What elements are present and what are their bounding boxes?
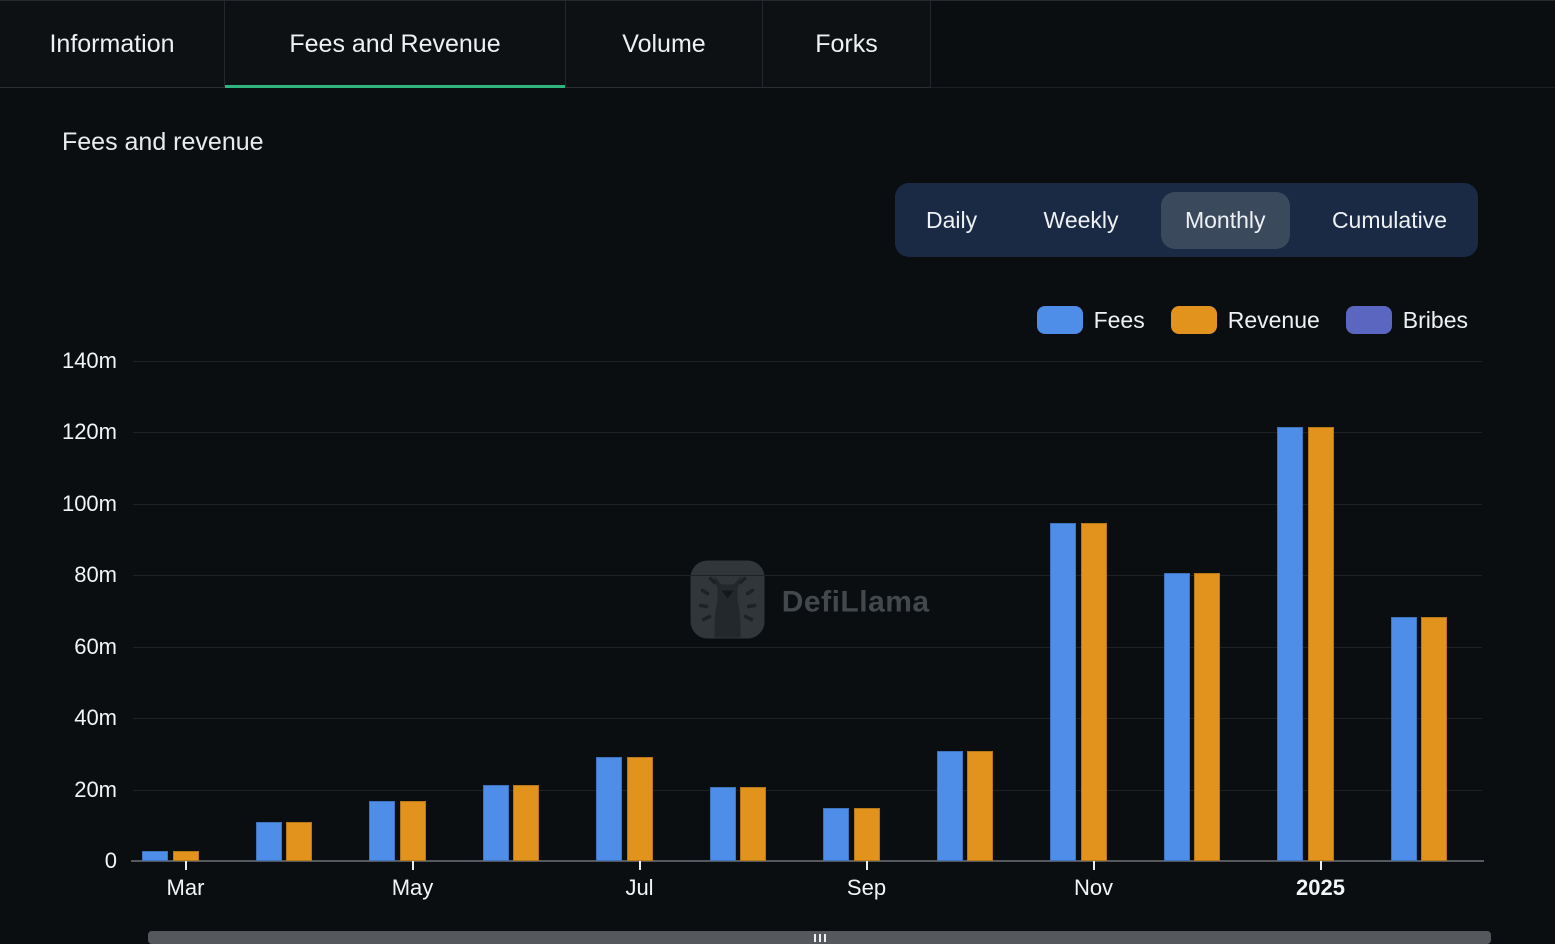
y-axis-label-100m: 100m (61, 490, 117, 516)
scrollbar-grip-icon (823, 933, 826, 942)
legend-item-fees[interactable]: Fees (1036, 306, 1145, 334)
bar-fees-jun (482, 784, 509, 861)
defillama-logo-icon (690, 560, 765, 644)
bar-fees-aug (709, 787, 736, 861)
scrollbar-grip-icon (818, 933, 821, 942)
period-option-cumulative[interactable]: Cumulative (1331, 206, 1447, 233)
legend-label: Bribes (1402, 306, 1468, 333)
header: Information Fees and Revenue Volume Forks (0, 0, 1555, 88)
tab-label: Information (49, 29, 175, 58)
bar-fees-nov (1050, 523, 1076, 861)
legend-label: Revenue (1227, 306, 1320, 333)
bar-revenue-sep (853, 808, 880, 861)
panel-title: Fees and revenue (62, 128, 264, 156)
bar-revenue-jul (626, 757, 653, 861)
y-axis-label-140m: 140m (61, 348, 117, 373)
x-tick-sep (865, 861, 868, 870)
y-axis-label-40m: 40m (74, 705, 117, 731)
tab-volume[interactable]: Volume (566, 1, 763, 88)
y-axis-label-0: 0 (104, 848, 117, 873)
period-option-weekly[interactable]: Weekly (1043, 206, 1119, 233)
bar-revenue-apr (286, 822, 312, 861)
period-toggle: Daily Weekly Monthly Cumulative (895, 183, 1478, 257)
bar-revenue-jan-2025 (1307, 426, 1334, 861)
watermark-label: DefiLlama (781, 585, 930, 618)
y-axis-label-20m: 20m (74, 776, 117, 802)
bar-fees-jul (596, 757, 622, 861)
x-tick-2025 (1319, 861, 1322, 870)
y-axis-label-80m: 80m (74, 562, 117, 588)
bar-fees-jan-2025 (1277, 426, 1303, 861)
gridline-100m (133, 503, 1482, 505)
scrollbar-grip-icon (813, 933, 816, 942)
bribes-swatch-icon (1345, 306, 1392, 334)
x-axis-label-sep: Sep (846, 875, 887, 900)
legend-label: Fees (1093, 306, 1145, 333)
tab-information[interactable]: Information (0, 1, 225, 88)
bar-revenue-aug (740, 787, 766, 861)
bar-revenue-dec (1194, 572, 1220, 861)
period-option-monthly[interactable]: Monthly (1160, 191, 1290, 249)
tab-label: Volume (622, 29, 706, 58)
tab-fees-and-revenue[interactable]: Fees and Revenue (225, 1, 566, 88)
x-axis-label-may: May (391, 875, 434, 900)
tab-label: Forks (815, 29, 878, 58)
gridline-140m (133, 361, 1482, 362)
x-tick-jul (638, 861, 641, 870)
period-option-daily[interactable]: Daily (926, 206, 978, 233)
x-axis-label-2025: 2025 (1296, 875, 1345, 900)
bar-revenue-oct (967, 750, 993, 861)
bar-revenue-jun (513, 784, 539, 861)
watermark: DefiLlama (690, 560, 930, 644)
bar-fees-dec (1163, 572, 1190, 861)
x-axis-label-jul: Jul (625, 875, 654, 900)
fees-swatch-icon (1036, 306, 1083, 334)
tab-forks[interactable]: Forks (763, 1, 931, 88)
chart-plot[interactable]: DefiLlama Mar May Jul Sep Nov 2025 (131, 361, 1484, 900)
legend-item-revenue[interactable]: Revenue (1170, 306, 1320, 334)
chart-zoom-scrollbar[interactable] (148, 931, 1491, 944)
y-axis: 0 20m 40m 60m 80m 100m 120m 140m (0, 348, 117, 873)
x-axis-label-nov: Nov (1073, 875, 1114, 900)
bar-fees-apr (255, 822, 282, 861)
y-axis-label-60m: 60m (74, 633, 117, 659)
gridline-40m (133, 718, 1482, 720)
bar-revenue-nov (1080, 523, 1107, 861)
bar-revenue-feb (1421, 616, 1447, 861)
bar-revenue-may (399, 801, 426, 861)
bar-fees-oct (936, 750, 963, 861)
revenue-swatch-icon (1170, 306, 1217, 334)
chart-legend: Fees Revenue Bribes (1036, 306, 1468, 334)
gridline-20m (133, 789, 1482, 791)
gridline-60m (133, 646, 1482, 648)
bar-fees-sep (823, 808, 849, 861)
x-tick-may (411, 861, 414, 870)
gridline-120m (133, 432, 1482, 434)
x-tick-nov (1092, 861, 1095, 870)
bar-fees-mar (142, 851, 168, 861)
x-axis-label-mar: Mar (166, 875, 205, 900)
gridline-80m (133, 575, 1482, 577)
x-tick-mar (184, 861, 187, 870)
tab-label: Fees and Revenue (289, 29, 501, 58)
x-axis-line (131, 860, 1484, 862)
bar-fees-may (369, 801, 395, 861)
bar-fees-feb (1390, 616, 1417, 861)
y-axis-label-120m: 120m (61, 419, 117, 445)
legend-item-bribes[interactable]: Bribes (1345, 306, 1468, 334)
bar-revenue-mar (172, 851, 199, 861)
tab-bar: Information Fees and Revenue Volume Forks (0, 1, 931, 88)
